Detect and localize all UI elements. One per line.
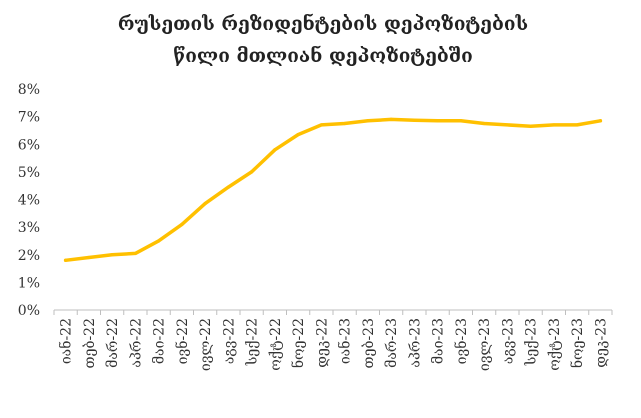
data-point [250, 170, 254, 174]
y-tick-label: 2% [18, 248, 40, 264]
x-tick-label: ნოე-22 [289, 318, 307, 368]
y-tick-label: 5% [18, 165, 40, 181]
data-point [273, 148, 277, 152]
x-axis-tick-marks [53, 310, 613, 315]
chart-title-line-1: რუსეთის რეზიდენტების დეპოზიტების [118, 12, 528, 35]
y-tick-label: 4% [18, 193, 40, 209]
y-tick-label: 3% [18, 220, 40, 236]
x-tick-label: ივნ-22 [173, 318, 191, 364]
x-tick-label: აგვ-23 [500, 318, 516, 364]
data-point [529, 124, 533, 128]
data-point [64, 258, 68, 262]
data-point [482, 121, 486, 126]
y-tick-label: 1% [18, 275, 40, 291]
x-tick-label: აპრ-23 [406, 318, 423, 368]
y-tick-label: 8% [18, 82, 40, 98]
x-tick-label: სექ-22 [244, 318, 261, 366]
y-axis-tick-labels: 0% 1% 2% 3% 4% 5% 6% 7% 8% [18, 82, 40, 319]
data-point [505, 123, 509, 127]
data-point [552, 123, 556, 127]
data-point [459, 119, 463, 123]
x-tick-label: მარ-22 [104, 318, 121, 368]
data-point [203, 202, 207, 206]
x-tick-label: მაი-22 [151, 318, 168, 364]
data-point [366, 119, 370, 123]
y-tick-label: 7% [18, 110, 40, 126]
x-axis-tick-labels: იან-22 თებ-22 მარ-22 აპრ-22 მაი-22 ივნ-22 ივლ-… [57, 318, 610, 371]
x-tick-label: ოქტ-22 [267, 318, 284, 371]
data-point [133, 251, 137, 255]
x-tick-label: დეკ-23 [593, 318, 609, 368]
data-point [296, 132, 300, 137]
x-tick-label: აგვ-22 [221, 318, 237, 364]
x-tick-label: ოქტ-23 [546, 318, 563, 371]
x-tick-label: სექ-23 [523, 318, 540, 366]
data-point [110, 253, 114, 257]
data-point [436, 119, 440, 123]
x-tick-label: მარ-23 [383, 318, 400, 368]
x-tick-label: თებ-22 [81, 318, 98, 368]
data-point [575, 123, 579, 127]
data-point [180, 222, 184, 226]
x-tick-label: იან-22 [57, 318, 75, 364]
y-tick-label: 6% [18, 137, 40, 153]
data-point [412, 118, 416, 122]
data-point [87, 255, 91, 260]
series-line [63, 117, 603, 263]
x-tick-label: ივლ-23 [477, 318, 493, 371]
data-point [389, 117, 393, 121]
y-tick-label: 0% [18, 303, 40, 319]
series-group [63, 117, 603, 263]
x-tick-label: ივნ-23 [452, 318, 470, 364]
data-point [343, 121, 347, 126]
x-tick-label: ნოე-23 [568, 318, 586, 368]
x-tick-label: აპრ-22 [127, 318, 144, 368]
data-point [319, 123, 323, 127]
x-tick-label: ივლ-22 [198, 318, 214, 371]
x-tick-label: იან-23 [336, 318, 354, 364]
x-tick-label: დეკ-22 [314, 318, 330, 368]
x-tick-label: მაი-23 [430, 318, 447, 364]
x-tick-label: თებ-23 [360, 318, 377, 368]
data-point [598, 119, 602, 123]
data-point [157, 239, 161, 243]
chart-title-line-2: წილი მთლიან დეპოზიტებში [173, 44, 472, 67]
data-point [226, 185, 230, 189]
